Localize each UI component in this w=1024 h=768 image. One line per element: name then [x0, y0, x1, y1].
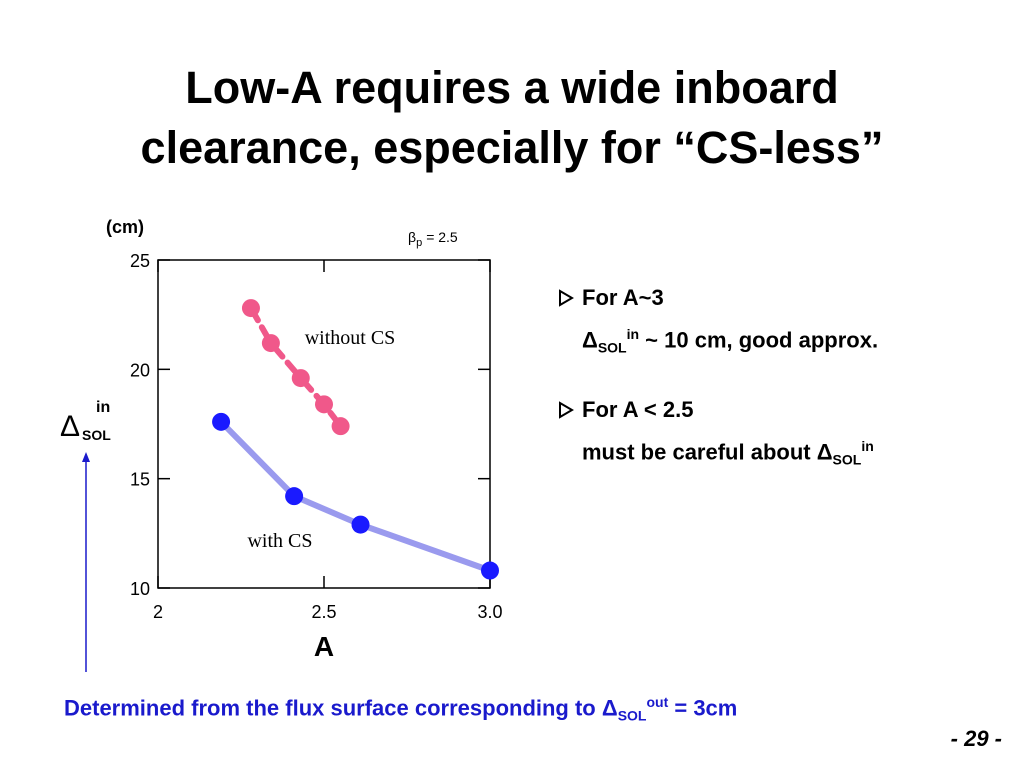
- y-tick-label: 15: [130, 470, 150, 490]
- y-tick-label: 20: [130, 360, 150, 380]
- slide-title: Low-A requires a wide inboard clearance,…: [140, 62, 884, 173]
- bullet-heading: For A < 2.5: [582, 397, 694, 422]
- y-unit: (cm): [106, 217, 144, 237]
- superscript: in: [861, 438, 874, 454]
- marker: [285, 487, 304, 506]
- symbol: β: [408, 229, 416, 245]
- annotation: βp = 2.5: [408, 229, 458, 249]
- marker: [315, 395, 333, 414]
- subscript: SOL: [82, 427, 111, 443]
- bullet-heading: For A~3: [582, 285, 664, 310]
- bullet: For A~3 ΔSOLin ~ 10 cm, good approx.: [558, 280, 878, 366]
- page-number: - 29 -: [950, 726, 1002, 751]
- y-axis-label: Δin SOL: [60, 399, 111, 443]
- x-tick-label: 3.0: [477, 602, 502, 622]
- text: = 2.5: [426, 229, 458, 245]
- text: = 3cm: [674, 695, 738, 721]
- subscript: p: [416, 237, 422, 249]
- symbol: Δ: [601, 695, 618, 721]
- x-tick-label: 2.5: [311, 602, 336, 622]
- bullet-marker: [559, 401, 574, 419]
- y-tick-label: 10: [130, 579, 150, 599]
- arrow-head: [82, 452, 90, 462]
- marker: [241, 299, 260, 318]
- x-tick-label: 2: [153, 602, 163, 622]
- marker: [291, 369, 310, 388]
- symbol: Δ: [60, 410, 80, 443]
- symbol: Δ: [816, 439, 833, 465]
- subscript: SOL: [597, 339, 627, 356]
- symbol: Δ: [582, 327, 598, 353]
- bullet-marker: [559, 289, 574, 307]
- subscript: SOL: [617, 707, 647, 724]
- bullet-line: ΔSOLin ~ 10 cm, good approx.: [558, 316, 878, 366]
- bullet-line: must be careful about ΔSOLin: [558, 428, 874, 478]
- text: ~ 10 cm, good approx.: [645, 327, 879, 353]
- superscript: out: [646, 694, 669, 710]
- series-label: without CS: [305, 327, 396, 349]
- superscript: in: [626, 326, 640, 342]
- marker: [212, 412, 231, 431]
- bullet: For A < 2.5 must be careful about ΔSOLin: [558, 392, 874, 478]
- marker: [331, 417, 350, 436]
- x-axis-label: A: [314, 631, 334, 662]
- marker: [481, 561, 499, 580]
- y-tick-label: 25: [130, 251, 150, 271]
- marker: [261, 334, 280, 353]
- text: Determined from the flux surface corresp…: [64, 695, 596, 721]
- plot-frame: [157, 259, 491, 589]
- subscript: SOL: [832, 451, 862, 468]
- series-label: with CS: [247, 530, 312, 552]
- footer: Determined from the flux surface corresp…: [64, 694, 737, 724]
- series-line: [218, 418, 493, 574]
- marker: [351, 515, 370, 534]
- text: must be careful about: [582, 439, 811, 465]
- superscript: in: [96, 399, 110, 416]
